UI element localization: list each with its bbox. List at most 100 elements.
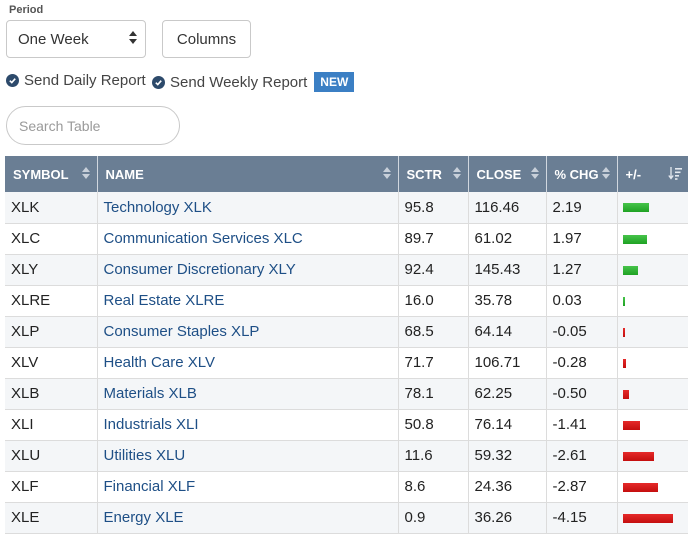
name-cell: Energy XLE [97, 502, 399, 534]
change-bar [622, 420, 640, 430]
close-cell: 145.43 [468, 254, 547, 286]
change-bar [622, 451, 654, 461]
symbol-cell: XLY [5, 254, 98, 286]
close-cell: 76.14 [468, 409, 547, 441]
sector-name-link[interactable]: Communication Services XLC [103, 230, 303, 247]
table-row: XLK Technology XLK 95.8 116.46 2.19 [5, 192, 688, 224]
select-arrows-icon [129, 31, 137, 44]
close-cell: 35.78 [468, 285, 547, 317]
name-cell: Real Estate XLRE [97, 285, 399, 317]
sctr-cell: 16.0 [398, 285, 469, 317]
table-row: XLY Consumer Discretionary XLY 92.4 145.43 1… [5, 254, 688, 286]
change-bar [622, 203, 649, 212]
checkmark-icon [6, 74, 19, 87]
sctr-cell: 11.6 [398, 440, 469, 472]
change-bar-cell [617, 347, 688, 379]
pct-chg-cell: -0.28 [546, 347, 618, 379]
name-cell: Materials XLB [97, 378, 399, 410]
search-table-input[interactable] [6, 106, 180, 145]
symbol-cell: XLC [5, 223, 98, 255]
new-badge: NEW [314, 72, 355, 92]
sctr-cell: 8.6 [398, 471, 469, 503]
name-cell: Utilities XLU [97, 440, 399, 472]
close-cell: 61.02 [468, 223, 547, 255]
sector-name-link[interactable]: Consumer Discretionary XLY [103, 261, 296, 278]
sector-name-link[interactable]: Consumer Staples XLP [103, 323, 260, 340]
close-cell: 116.46 [468, 192, 547, 224]
sctr-cell: 50.8 [398, 409, 469, 441]
name-cell: Financial XLF [97, 471, 399, 503]
sector-name-link[interactable]: Real Estate XLRE [103, 292, 225, 309]
symbol-cell: XLB [5, 378, 98, 410]
change-bar [622, 234, 647, 244]
sctr-cell: 89.7 [398, 223, 469, 255]
table-row: XLP Consumer Staples XLP 68.5 64.14 -0.05 [5, 316, 688, 348]
symbol-cell: XLI [5, 409, 98, 441]
symbol-cell: XLV [5, 347, 98, 379]
change-bar-cell [617, 502, 688, 534]
header-sctr[interactable]: SCTR [398, 156, 469, 192]
table-row: XLV Health Care XLV 71.7 106.71 -0.28 [5, 347, 688, 379]
sector-name-link[interactable]: Industrials XLI [103, 416, 199, 433]
sector-name-link[interactable]: Financial XLF [103, 478, 196, 495]
sort-icon [81, 167, 90, 179]
header-close[interactable]: CLOSE [468, 156, 547, 192]
change-bar-cell [617, 409, 688, 441]
change-bar-cell [617, 316, 688, 348]
header-name[interactable]: NAME [97, 156, 399, 192]
close-cell: 62.25 [468, 378, 547, 410]
send-weekly-report-label: Send Weekly Report [170, 73, 308, 91]
change-bar-cell [617, 254, 688, 286]
columns-button[interactable]: Columns [162, 20, 251, 58]
change-bar [622, 389, 629, 399]
symbol-cell: XLE [5, 502, 98, 534]
send-weekly-report-toggle[interactable]: Send Weekly Report NEW [152, 72, 355, 92]
sort-icon [530, 167, 539, 179]
sector-name-link[interactable]: Utilities XLU [103, 447, 186, 464]
period-label: Period [9, 4, 44, 16]
table-row: XLB Materials XLB 78.1 62.25 -0.50 [5, 378, 688, 410]
change-bar [622, 265, 638, 275]
period-select[interactable]: One Week [6, 20, 146, 58]
pct-chg-cell: -2.87 [546, 471, 618, 503]
header-pct-chg[interactable]: % CHG [546, 156, 618, 192]
sctr-cell: 71.7 [398, 347, 469, 379]
pct-chg-cell: 2.19 [546, 192, 618, 224]
table-row: XLRE Real Estate XLRE 16.0 35.78 0.03 [5, 285, 688, 317]
name-cell: Communication Services XLC [97, 223, 399, 255]
header-symbol[interactable]: SYMBOL [5, 156, 98, 192]
sort-descending-icon [668, 166, 682, 183]
sctr-cell: 95.8 [398, 192, 469, 224]
symbol-cell: XLU [5, 440, 98, 472]
sctr-cell: 92.4 [398, 254, 469, 286]
sector-name-link[interactable]: Materials XLB [103, 385, 197, 402]
send-daily-report-toggle[interactable]: Send Daily Report [6, 72, 146, 89]
name-cell: Technology XLK [97, 192, 399, 224]
name-cell: Consumer Discretionary XLY [97, 254, 399, 286]
send-daily-report-label: Send Daily Report [24, 72, 146, 89]
close-cell: 36.26 [468, 502, 547, 534]
name-cell: Health Care XLV [97, 347, 399, 379]
sector-name-link[interactable]: Technology XLK [103, 198, 212, 216]
close-cell: 59.32 [468, 440, 547, 472]
sector-name-link[interactable]: Health Care XLV [103, 354, 215, 371]
pct-chg-cell: 1.27 [546, 254, 618, 286]
table-row: XLU Utilities XLU 11.6 59.32 -2.61 [5, 440, 688, 472]
sector-name-link[interactable]: Energy XLE [103, 509, 184, 526]
close-cell: 24.36 [468, 471, 547, 503]
sctr-cell: 78.1 [398, 378, 469, 410]
header-plus-minus[interactable]: +/- [617, 156, 688, 192]
pct-chg-cell: -0.50 [546, 378, 618, 410]
pct-chg-cell: 0.03 [546, 285, 618, 317]
pct-chg-cell: -0.05 [546, 316, 618, 348]
sctr-cell: 68.5 [398, 316, 469, 348]
change-bar-cell [617, 378, 688, 410]
change-bar [622, 296, 625, 306]
table-row: XLI Industrials XLI 50.8 76.14 -1.41 [5, 409, 688, 441]
name-cell: Consumer Staples XLP [97, 316, 399, 348]
symbol-cell: XLRE [5, 285, 98, 317]
symbol-cell: XLK [5, 192, 98, 224]
close-cell: 64.14 [468, 316, 547, 348]
table-row: XLE Energy XLE 0.9 36.26 -4.15 [5, 502, 688, 534]
table-header-row: SYMBOL NAME SCTR CLOSE % CHG +/- [5, 156, 688, 192]
